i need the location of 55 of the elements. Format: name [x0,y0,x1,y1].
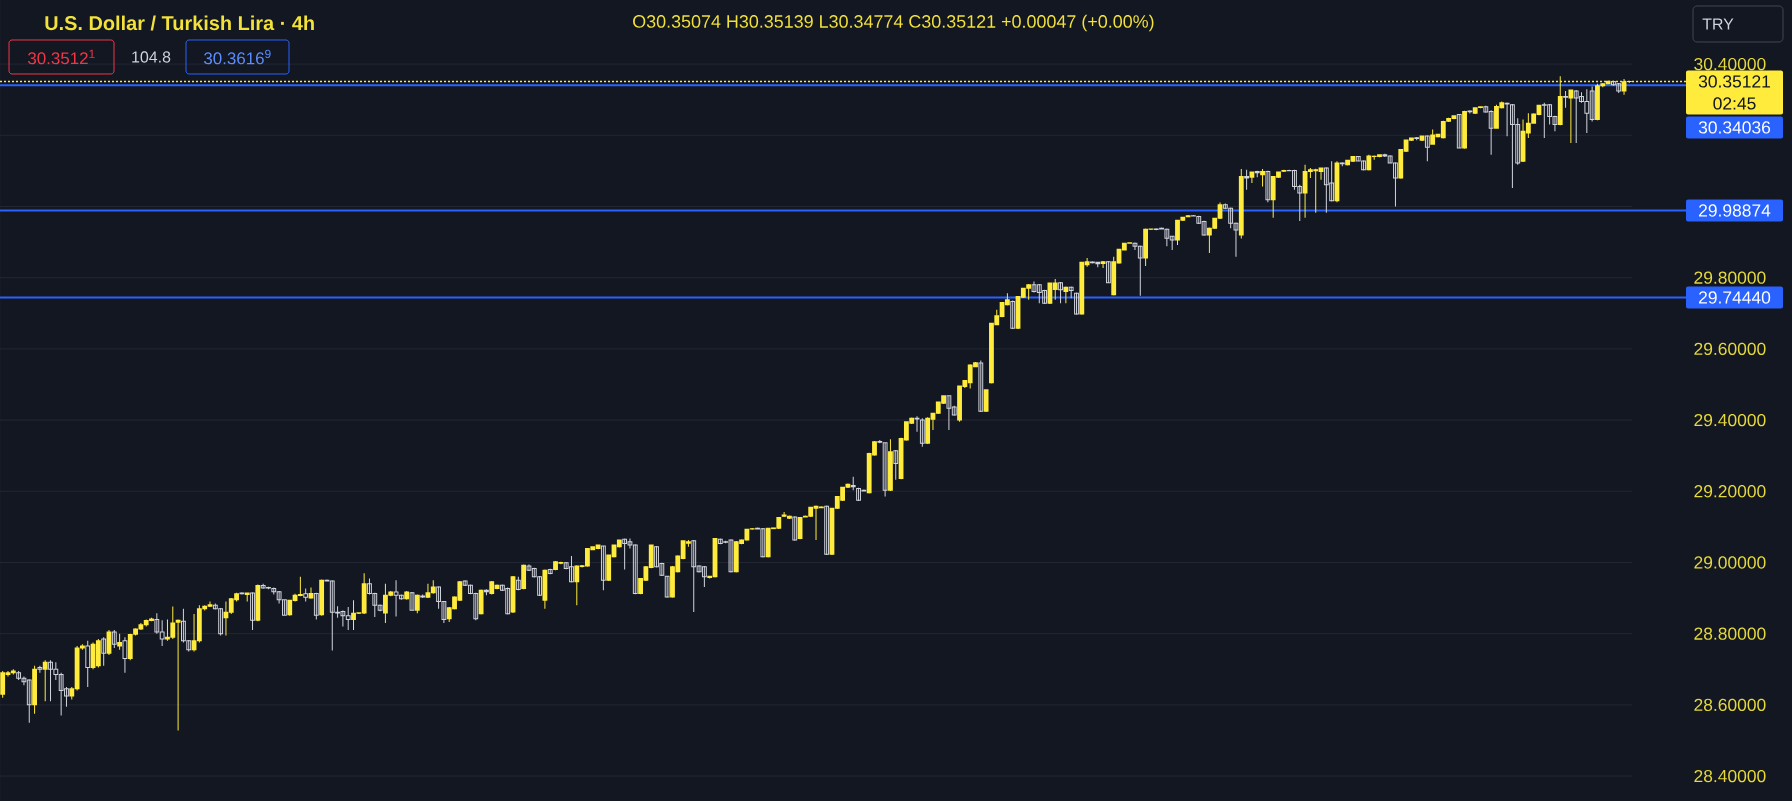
candlestick [409,592,415,611]
candlestick [515,576,521,591]
annotation: 30.3616$^{9}$ [204,49,271,65]
y-tick-label: 29.80000 [1694,271,1766,284]
ref-line-label: 30.35121 [1698,75,1770,88]
candlestick [600,545,606,591]
candlestick [547,568,553,575]
candlestick [37,665,43,673]
candlestick [85,640,91,688]
candlestick [824,505,830,555]
candlestick [1563,91,1568,108]
y-tick-label: 28.40000 [1694,769,1766,783]
y-tick-label: 29.60000 [1694,342,1766,356]
candlestick [303,588,309,602]
candlestick [1058,281,1063,304]
y-tick-label: 28.80000 [1694,627,1766,640]
candlestick [664,575,670,598]
candlestick [978,360,984,412]
candlestick [26,679,32,723]
candlestick [1105,260,1111,284]
candlestick [1010,300,1016,329]
candlestick [122,637,128,673]
candlestick [701,566,707,588]
candlestick [1414,137,1420,141]
annotation: 104.8 [132,51,171,63]
candlestick [1265,170,1271,203]
ref-line-label: 30.34036 [1698,121,1771,134]
candlestick [919,418,925,447]
candlestick [313,592,319,620]
candlestick [117,633,123,650]
candlestick [1424,135,1430,162]
candlestick [111,630,117,648]
text: O30.35074 H30.35139 L30.34774 C30.35121 +0.00047 (+0.00%) [633,14,1154,32]
annotation: 30.3512$^{1}$ [28,49,95,65]
text: TRY [1702,18,1734,30]
candlestick [1074,292,1079,315]
text: U.S. Dollar / Turkish Lira · 4h [45,15,314,31]
y-tick-label: 28.60000 [1694,698,1766,712]
ref-line-label: 29.98874 [1699,204,1771,217]
candlestick [691,540,697,612]
text: 02:45 [1713,97,1756,110]
ref-line-label: 29.74440 [1699,291,1771,304]
candlestick [893,449,899,480]
y-tick-label: 29.20000 [1694,485,1766,498]
candlestick [250,592,255,631]
y-tick-label: 29.00000 [1694,556,1766,569]
y-tick-label: 30.40000 [1694,57,1766,71]
candlestick [792,516,798,541]
y-tick-label: 29.40000 [1694,413,1766,427]
candlestick [1456,113,1462,149]
candlestick [1137,245,1143,296]
candlestick [101,637,107,666]
candlestick [42,660,48,702]
candlestick [1430,129,1436,145]
candlestick [622,538,628,570]
